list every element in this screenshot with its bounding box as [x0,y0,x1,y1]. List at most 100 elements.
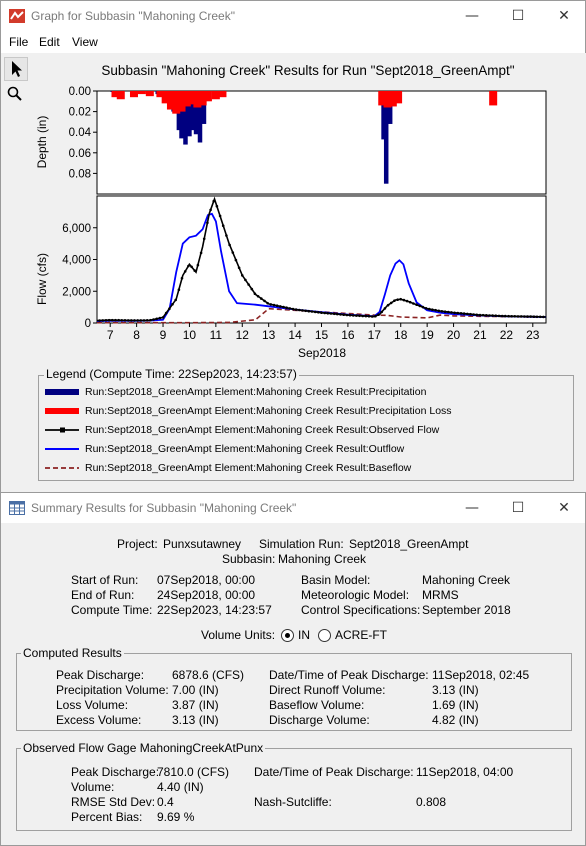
observed-flow-marker [98,319,101,322]
flow-y-tick-label: 4,000 [62,255,91,267]
legend-item-label: Run:Sept2018_GreenAmpt Element:Mahoning … [85,462,412,474]
summary-maximize-button[interactable]: ☐ [511,500,525,516]
observed-flow-marker [421,305,425,309]
flow-y-tick-label: 0 [85,318,91,330]
observed-flow-marker [459,312,463,315]
observed-flow-marker [323,311,327,315]
observed-flow-marker [374,314,377,318]
observed-flow-marker [481,313,485,317]
observed-flow-marker [291,307,295,311]
x-tick-label: 14 [288,328,302,342]
observed-flow-marker [516,315,520,318]
observed-flow-line [96,196,547,322]
observed-flow-marker [538,315,542,319]
unit-acre-ft-radio[interactable] [318,629,331,642]
precip-volume-value: 7.00 (IN) [172,683,219,697]
observed-flow-marker [206,221,209,225]
unit-in-radio[interactable] [281,629,294,642]
peak-discharge-label: Peak Discharge: [56,668,145,682]
sim-run-label: Simulation Run: [259,537,344,551]
observed-flow-marker [345,313,349,317]
pct-bias-value: 9.69 % [157,810,195,824]
observed-flow-marker [402,298,406,302]
x-tick-label: 11 [210,328,223,342]
observed-flow-marker [507,314,510,318]
observed-flow-marker [158,316,162,320]
observed-flow-marker [241,274,244,277]
precipitation-loss-bar [166,91,175,110]
legend-swatch [45,389,79,395]
baseflow-volume-value: 1.69 (IN) [432,698,479,712]
observed-flow-marker [218,214,222,218]
precipitation-loss-bar [129,91,138,98]
chart-pane: Subbasin "Mahoning Creek" Results for Ru… [33,53,586,493]
observed-flow-marker [351,314,355,317]
observed-flow-marker [510,315,513,318]
unit-acre-ft-label[interactable]: ACRE-FT [335,628,387,642]
pointer-tool-button[interactable] [4,57,28,81]
precipitation-loss-bar [116,91,125,100]
legend-item-label: Run:Sept2018_GreenAmpt Element:Mahoning … [85,405,452,417]
observed-flow-marker [526,315,529,318]
observed-flow-marker [485,314,488,317]
observed-flow-marker [469,312,472,316]
peak-time-label: Date/Time of Peak Discharge: [269,668,429,682]
table-icon [9,501,25,515]
observed-flow-marker [364,314,368,318]
precipitation-bar [383,91,389,184]
graph-window: Graph for Subbasin "Mahoning Creek" — ☐ … [0,0,586,493]
compute-time-value: 22Sep2023, 14:23:57 [157,603,272,617]
minimize-button[interactable]: — [465,8,479,24]
precip-y-tick-label: 0.02 [69,107,91,119]
nash-sutcliffe-label: Nash-Sutcliffe: [254,795,332,809]
observed-flow-marker [326,312,330,315]
control-spec-label: Control Specifications: [301,603,421,617]
loss-volume-value: 3.87 (IN) [172,698,219,712]
menu-file[interactable]: File [9,35,29,49]
observed-flow-marker [260,297,263,300]
graph-title-bar[interactable]: Graph for Subbasin "Mahoning Creek" — ☐ … [1,1,585,31]
end-of-run-label: End of Run: [71,588,135,602]
results-chart[interactable]: Subbasin "Mahoning Creek" Results for Ru… [33,53,586,368]
observed-flow-marker [428,307,431,311]
legend-item-label: Run:Sept2018_GreenAmpt Element:Mahoning … [85,386,427,398]
precipitation-loss-bar [489,91,498,106]
observed-flow-marker [504,314,507,318]
observed-flow-marker [440,310,444,313]
basin-model-value: Mahoning Creek [422,573,511,587]
observed-flow-marker [145,319,149,322]
x-tick-label: 21 [473,328,487,342]
unit-in-label[interactable]: IN [298,628,310,642]
observed-flow-marker [383,307,387,310]
observed-flow-marker [285,306,288,309]
observed-flow-marker [263,299,266,303]
observed-flow-marker [529,315,532,318]
precipitation-bar [179,91,184,139]
x-tick-label: 22 [500,328,514,342]
x-tick-label: 19 [420,328,434,342]
observed-flow-marker [453,311,456,315]
x-tick-label: 13 [262,328,276,342]
zoom-tool-button[interactable] [4,83,28,107]
precip-y-tick-label: 0.08 [69,168,91,180]
close-button[interactable]: ✕ [558,8,570,24]
summary-minimize-button[interactable]: — [465,500,479,516]
summary-close-button[interactable]: ✕ [558,500,570,516]
observed-flow-marker [443,310,447,314]
flow-y-tick-label: 6,000 [62,223,91,235]
flow-y-tick-label: 2,000 [62,286,91,298]
observed-flow-marker [396,298,399,301]
maximize-button[interactable]: ☐ [511,8,525,24]
menu-edit[interactable]: Edit [39,35,60,49]
flow-y-axis-label: Flow (cfs) [35,253,49,305]
observed-flow-marker [247,283,250,286]
observed-flow-marker [231,251,235,254]
observed-flow-marker [199,251,203,255]
excess-volume-value: 3.13 (IN) [172,713,219,727]
precipitation-loss-bar [156,91,165,98]
menu-view[interactable]: View [72,35,98,49]
summary-title-bar[interactable]: Summary Results for Subbasin "Mahoning C… [1,493,585,523]
x-tick-label: 12 [236,328,250,342]
observed-flow-marker [215,204,219,208]
observed-flow-marker [193,269,196,272]
